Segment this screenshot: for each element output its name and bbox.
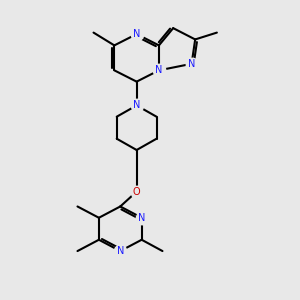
Text: N: N [117, 246, 124, 256]
Text: N: N [133, 100, 140, 110]
Text: N: N [138, 213, 146, 223]
Text: N: N [133, 29, 140, 39]
Text: N: N [155, 65, 163, 75]
Text: N: N [188, 59, 195, 69]
Text: O: O [133, 187, 140, 196]
